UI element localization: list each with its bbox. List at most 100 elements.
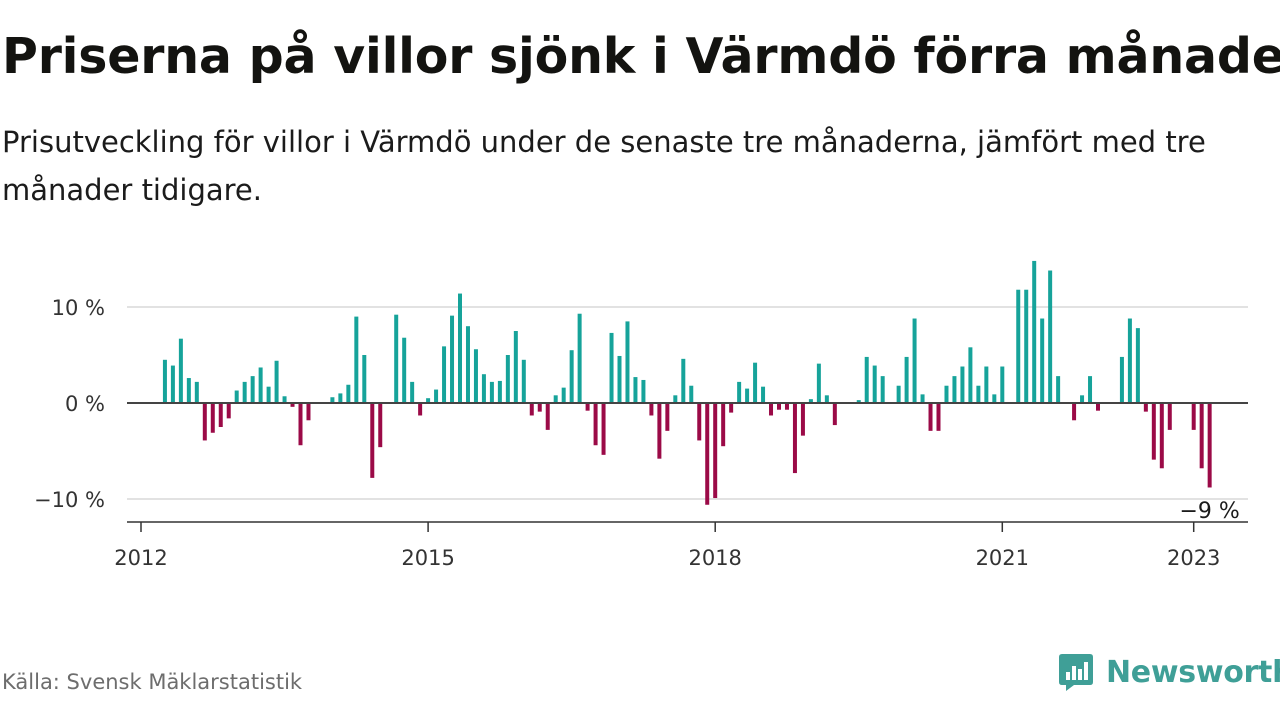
bar [1119, 356, 1124, 403]
bar [1135, 328, 1140, 403]
x-tick-label: 2018 [688, 546, 741, 570]
bar [1207, 403, 1212, 488]
bar [1040, 318, 1045, 403]
bar [306, 403, 311, 421]
bar [450, 315, 455, 403]
y-axis-ticks: 10 % 0 % −10 % [34, 296, 105, 512]
bar [824, 395, 829, 403]
bar [553, 395, 558, 403]
bar [896, 385, 901, 403]
bar [226, 403, 231, 419]
bar [194, 381, 199, 403]
bar [681, 358, 686, 403]
bar [354, 316, 359, 403]
y-tick-label: 0 % [65, 392, 105, 416]
bar [1143, 403, 1148, 412]
bar [1056, 376, 1061, 403]
bar [1151, 403, 1156, 460]
bar [593, 403, 598, 446]
bar [338, 393, 343, 403]
bar [442, 346, 447, 403]
bar [1024, 289, 1029, 403]
bar [426, 398, 431, 403]
bar [1088, 376, 1093, 403]
bar [729, 403, 734, 413]
last-value-label: −9 % [1179, 499, 1239, 524]
bar [808, 399, 813, 403]
bar [880, 376, 885, 403]
bar [298, 403, 303, 446]
bar [218, 403, 223, 427]
bar [633, 377, 638, 403]
bar [705, 403, 710, 505]
bar [274, 360, 279, 403]
bar [186, 378, 191, 403]
bar [1032, 260, 1037, 403]
bar [816, 363, 821, 403]
bar [968, 347, 973, 403]
bar [513, 331, 518, 403]
bar [577, 313, 582, 403]
bar [713, 403, 718, 499]
bar [1199, 403, 1204, 469]
bar [529, 403, 534, 416]
brand-logo-group: Newsworthy [1058, 652, 1280, 692]
bar [202, 403, 207, 441]
bar [497, 380, 502, 403]
bar [920, 394, 925, 403]
bar [170, 365, 175, 403]
x-tick-label: 2012 [114, 546, 167, 570]
bar [1159, 403, 1164, 469]
bar [864, 356, 869, 403]
bar [410, 381, 415, 403]
bar [1127, 318, 1132, 403]
y-tick-label: −10 % [34, 488, 105, 512]
bar [952, 376, 957, 403]
bar [984, 366, 989, 403]
x-tick-label: 2015 [401, 546, 454, 570]
bar [210, 403, 215, 433]
x-axis-ticks: 2012 2015 2018 2021 2023 [114, 522, 1220, 570]
bar [290, 403, 295, 407]
brand-name: Newsworthy [1106, 654, 1280, 690]
newsworthy-logo-icon [1059, 654, 1093, 691]
bar [1080, 395, 1085, 403]
bar [394, 314, 399, 403]
bar [792, 403, 797, 474]
bar [745, 388, 750, 403]
bar [904, 356, 909, 403]
bar [832, 403, 837, 426]
bar [418, 403, 423, 416]
bar [537, 403, 542, 412]
bar [697, 403, 702, 441]
bar [346, 384, 351, 403]
bar [266, 386, 271, 403]
bars [162, 260, 1212, 505]
bar [721, 403, 726, 447]
chart-title: Priserna på villor sjönk i Värmdö förra … [2, 28, 1280, 85]
bar [402, 337, 407, 403]
bar [912, 318, 917, 403]
bar [856, 400, 861, 403]
bar [976, 385, 981, 403]
bar [944, 385, 949, 403]
bar [330, 397, 335, 403]
bar [761, 386, 766, 403]
bar [641, 379, 646, 403]
bar [481, 374, 486, 403]
bar [1072, 403, 1077, 421]
bar [162, 359, 167, 403]
bar [872, 365, 877, 403]
x-tick-label: 2021 [976, 546, 1029, 570]
bar [609, 332, 614, 403]
bar [242, 381, 247, 403]
bar [960, 366, 965, 403]
bar [258, 367, 263, 403]
bar [282, 396, 287, 403]
bar [936, 403, 941, 431]
bar [673, 395, 678, 403]
bar [465, 326, 470, 403]
bar [1048, 270, 1053, 403]
bar [784, 403, 789, 410]
bar [625, 321, 630, 403]
